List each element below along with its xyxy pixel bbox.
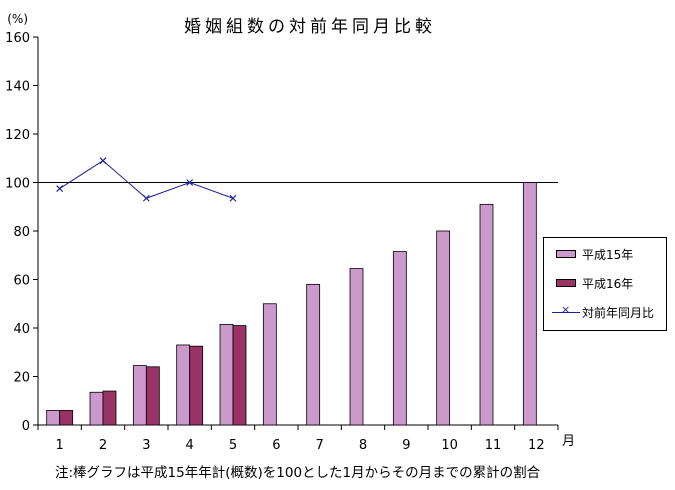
bar [176, 344, 191, 426]
y-tick-label: 80 [13, 225, 30, 240]
ratio-point [99, 157, 107, 165]
legend-label-h16: 平成16年 [582, 276, 634, 291]
bar [89, 391, 104, 426]
y-tick-label: 40 [13, 322, 30, 337]
ratio-point [229, 194, 237, 202]
legend-line-marker: × [552, 303, 580, 318]
bar [479, 203, 494, 426]
x-tick-label: 9 [402, 438, 410, 453]
y-tick-label: 60 [13, 274, 30, 289]
y-tick-label: 0 [22, 419, 30, 434]
bar [306, 283, 321, 426]
legend-label-ratio: 対前年同月比 [582, 305, 655, 320]
y-tick-label: 120 [5, 128, 30, 143]
bar [46, 410, 61, 426]
bar [219, 323, 234, 426]
ratio-point [142, 194, 150, 202]
bar [349, 268, 364, 426]
x-tick-label: 11 [485, 438, 502, 453]
x-tick-label: 10 [441, 438, 458, 453]
legend-swatch-h15 [556, 250, 576, 258]
bar [145, 366, 160, 426]
x-tick-label: 12 [528, 438, 545, 453]
y-tick-label: 100 [5, 177, 30, 192]
bar [436, 230, 451, 426]
x-tick-label: 6 [272, 438, 280, 453]
bar [59, 410, 74, 426]
bar [232, 325, 247, 426]
legend: 平成15年 平成16年 × 対前年同月比 [543, 237, 667, 331]
legend-label-h15: 平成15年 [582, 247, 634, 262]
ratio-line [59, 160, 234, 199]
y-tick-label: 160 [5, 31, 30, 46]
legend-item-h16: 平成16年 [544, 275, 633, 291]
x-axis-label: 月 [562, 434, 575, 449]
bar [102, 390, 117, 426]
y-axis-label: (%) [7, 12, 28, 26]
bar [132, 365, 147, 426]
bar [392, 251, 407, 426]
ratio-point [186, 179, 194, 186]
x-tick-label: 4 [186, 438, 194, 453]
legend-item-h15: 平成15年 [544, 246, 633, 262]
x-tick-label: 5 [229, 438, 237, 453]
y-tick-label: 20 [13, 371, 30, 386]
x-tick-label: 3 [142, 438, 150, 453]
ratio-point [56, 185, 64, 192]
x-tick-label: 2 [99, 438, 107, 453]
bar [262, 303, 277, 426]
x-tick-label: 8 [359, 438, 367, 453]
legend-item-ratio: × 対前年同月比 [544, 303, 655, 320]
bar [522, 182, 537, 426]
y-tick-label: 140 [5, 80, 30, 95]
footnote: 注:棒グラフは平成15年年計(概数)を100とした1月からその月までの累計の割合 [55, 465, 541, 481]
chart-title: 婚姻組数の対前年同月比較 [184, 17, 436, 37]
x-tick-label: 1 [56, 438, 64, 453]
bar [189, 345, 204, 426]
legend-swatch-h16 [556, 279, 576, 287]
x-tick-label: 7 [316, 438, 324, 453]
